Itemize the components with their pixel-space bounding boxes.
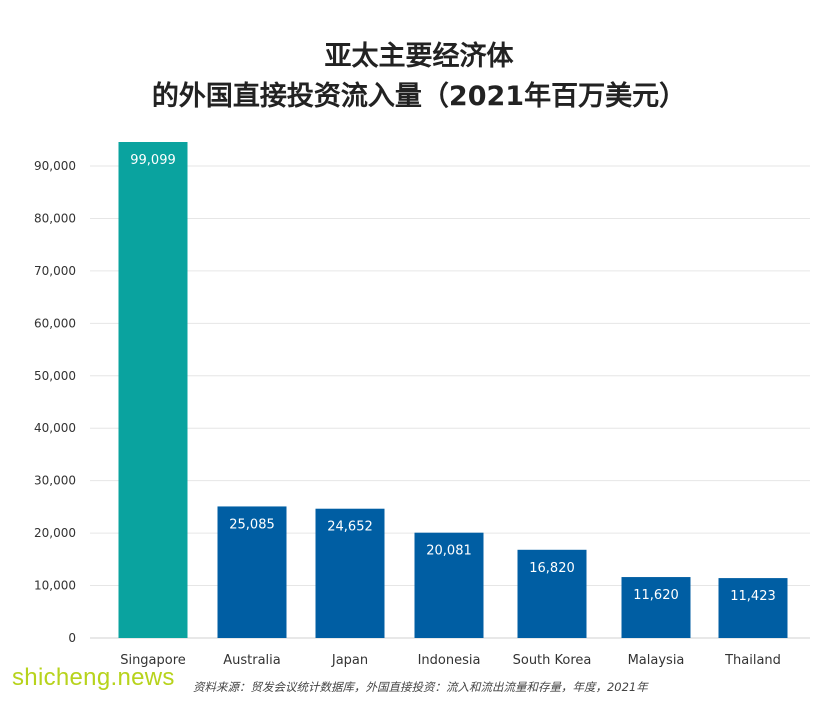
bar-value-label: 16,820	[529, 561, 575, 576]
bar	[217, 506, 287, 638]
chart-title-line-1: 亚太主要经济体	[324, 41, 514, 72]
chart-title-line-2: 的外国直接投资流入量（2021年百万美元）	[151, 81, 687, 112]
bar	[118, 142, 188, 638]
source-note: 资料来源：贸发会议统计数据库，外国直接投资：流入和流出流量和存量，年度，2021…	[193, 680, 648, 694]
y-tick-label: 30,000	[34, 474, 76, 488]
bar	[621, 577, 691, 638]
bar	[315, 508, 385, 638]
y-tick-label: 60,000	[34, 316, 76, 330]
x-tick-label: Indonesia	[418, 653, 481, 668]
y-tick-label: 90,000	[34, 159, 76, 173]
bar	[517, 549, 587, 638]
bar-value-label: 25,085	[229, 517, 275, 532]
bar	[718, 578, 788, 638]
bar-value-label: 24,652	[327, 520, 373, 535]
x-tick-label: South Korea	[513, 653, 592, 668]
y-tick-label: 70,000	[34, 264, 76, 278]
x-tick-label: Australia	[223, 653, 281, 668]
bar-value-label: 99,099	[130, 153, 176, 168]
y-tick-label: 20,000	[34, 526, 76, 540]
bar-value-label: 20,081	[426, 544, 472, 559]
watermark-logo: shicheng.news	[12, 664, 175, 691]
bar	[414, 532, 484, 638]
bar-value-label: 11,620	[633, 588, 679, 603]
y-tick-label: 10,000	[34, 579, 76, 593]
y-tick-label: 40,000	[34, 421, 76, 435]
y-tick-label: 80,000	[34, 211, 76, 225]
x-tick-label: Malaysia	[628, 653, 685, 668]
x-tick-label: Japan	[331, 653, 368, 668]
x-tick-label: Singapore	[120, 653, 186, 668]
x-tick-label: Thailand	[724, 653, 781, 668]
y-tick-label: 50,000	[34, 369, 76, 383]
bar-value-label: 11,423	[730, 589, 776, 604]
y-tick-label: 0	[68, 631, 76, 645]
